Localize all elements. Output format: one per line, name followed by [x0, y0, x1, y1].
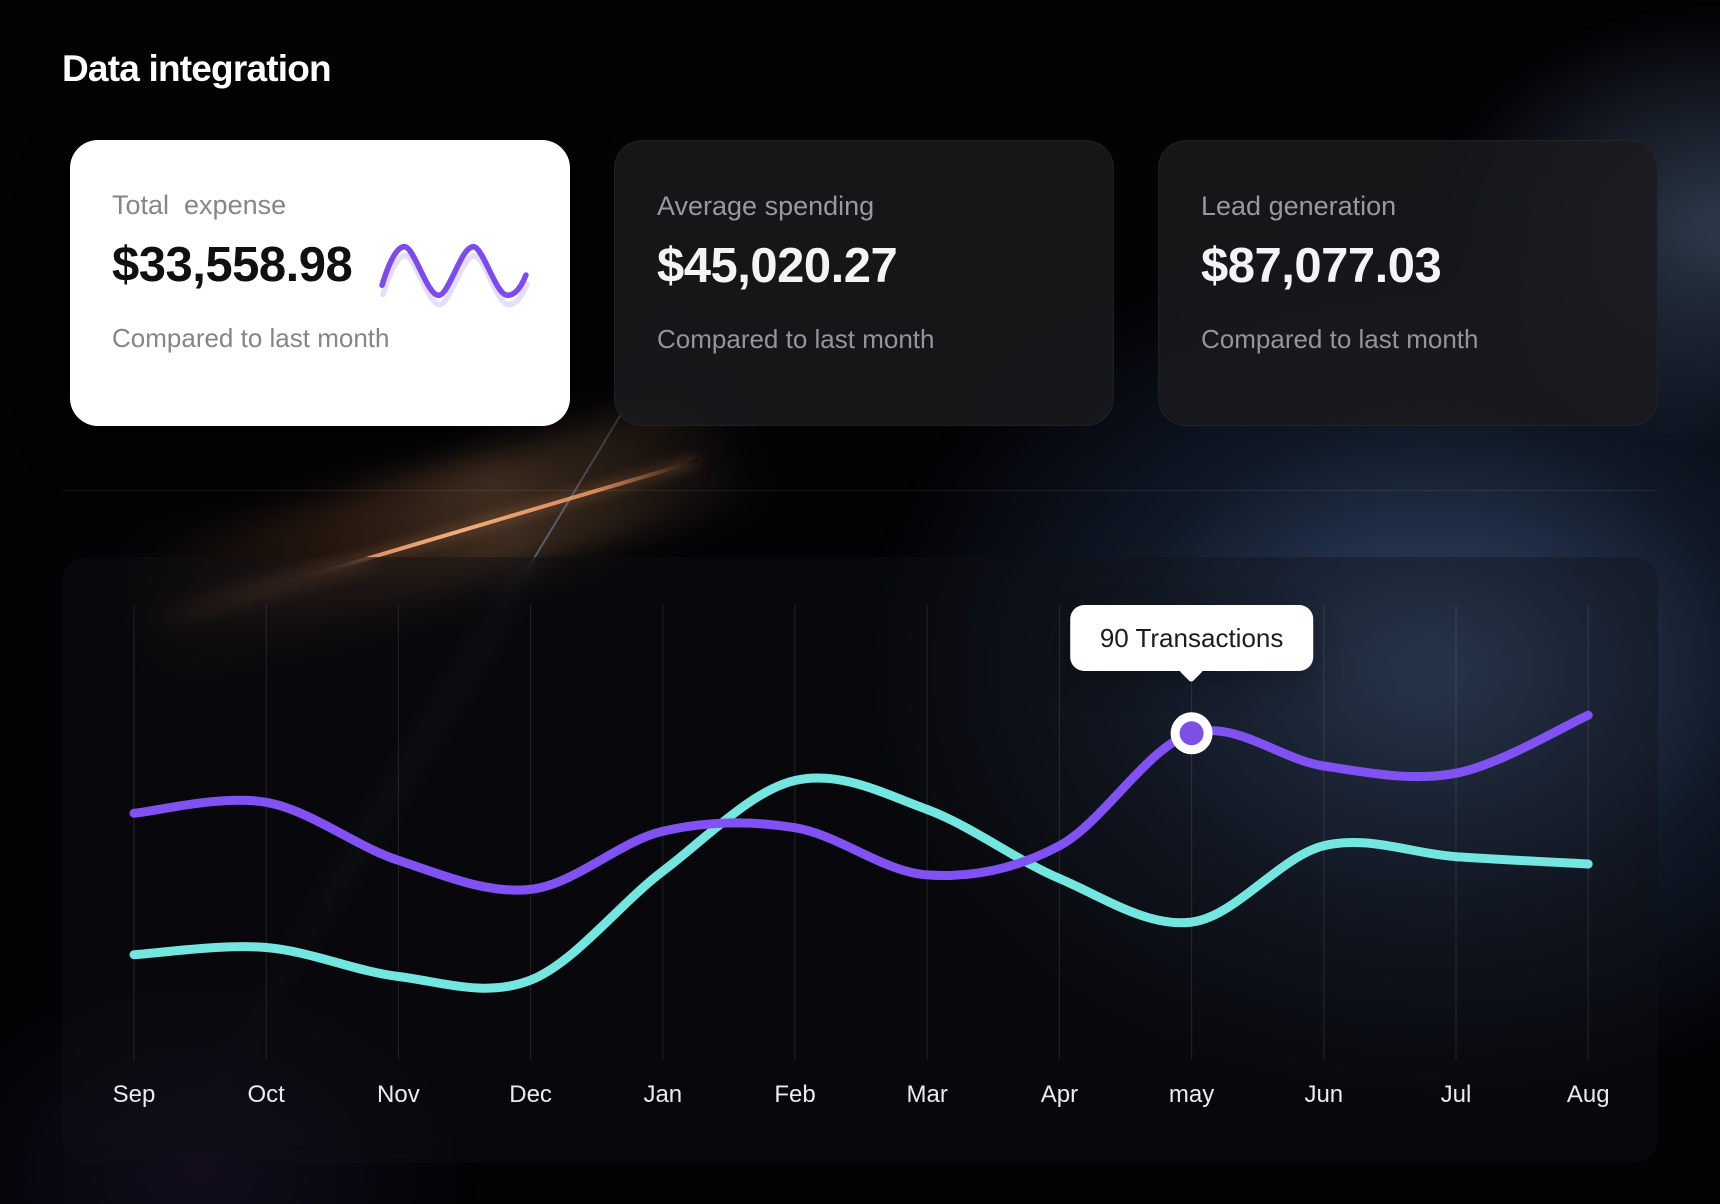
x-axis-label: Aug: [1567, 1081, 1610, 1108]
section-divider: [62, 490, 1658, 491]
x-axis-label: Oct: [248, 1081, 286, 1108]
chart-tooltip: 90 Transactions: [1069, 605, 1314, 671]
stat-label: Total expense: [112, 190, 287, 220]
x-axis-label: may: [1169, 1081, 1214, 1108]
stat-card-lead-generation: Lead generation $87,077.03 Compared to l…: [1158, 140, 1658, 426]
line-series-Transactions: [129, 710, 1593, 895]
sparkline-wave-icon: [379, 243, 530, 308]
stat-card-total-expense: Total expense $33,558.98 Compared to las…: [70, 140, 570, 426]
x-axis-label: Jan: [643, 1081, 682, 1108]
x-axis-label: Nov: [377, 1081, 420, 1108]
page-title: Data integration: [62, 48, 332, 89]
line-series-series-2: [129, 773, 1593, 993]
stat-caption: Compared to last month: [1201, 324, 1479, 354]
x-axis-label: Mar: [907, 1081, 948, 1108]
stat-caption: Compared to last month: [657, 324, 935, 354]
stat-value: $33,558.98: [112, 238, 353, 292]
stat-card-average-spending: Average spending $45,020.27 Compared to …: [614, 140, 1114, 426]
x-axis-label: Jul: [1441, 1081, 1472, 1108]
stat-cards-row: Total expense $33,558.98 Compared to las…: [70, 140, 1658, 426]
x-axis-label: Dec: [509, 1081, 552, 1108]
transactions-line-chart[interactable]: Sep Oct Nov Dec Jan Feb Mar Apr may Jun Jul Aug: [62, 557, 1658, 1163]
chart-tooltip-label: 90 Transactions: [1099, 622, 1284, 653]
x-axis-label: Jun: [1304, 1081, 1343, 1108]
chart-marker-inner: [1179, 721, 1204, 746]
stat-value: $45,020.27: [657, 239, 898, 293]
stat-label: Average spending: [657, 191, 875, 221]
x-axis-label: Sep: [113, 1081, 156, 1108]
stat-value: $87,077.03: [1201, 239, 1442, 293]
x-axis-label: Apr: [1041, 1081, 1078, 1108]
transactions-chart-card: Sep Oct Nov Dec Jan Feb Mar Apr may Jun Jul Aug 90 …: [62, 557, 1658, 1163]
stat-label: Lead generation: [1201, 191, 1397, 221]
x-axis-label: Feb: [774, 1081, 815, 1108]
stat-caption: Compared to last month: [112, 323, 390, 353]
